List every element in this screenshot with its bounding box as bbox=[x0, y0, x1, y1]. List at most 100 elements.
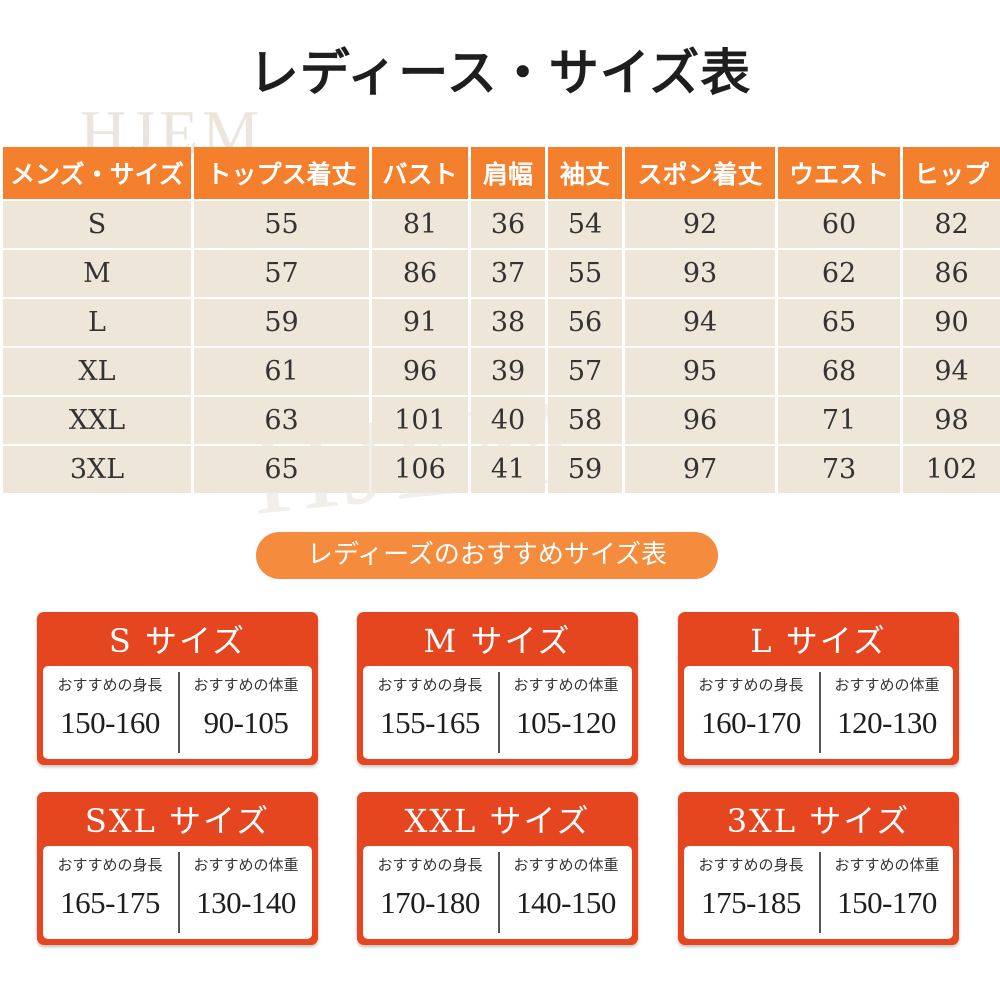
table-cell: 86 bbox=[372, 250, 468, 297]
height-label: おすすめの身長 bbox=[377, 676, 483, 694]
table-cell: 65 bbox=[778, 299, 900, 346]
table-cell: 63 bbox=[194, 397, 369, 444]
height-label: おすすめの身長 bbox=[57, 676, 163, 694]
table-cell: 38 bbox=[471, 299, 545, 346]
table-cell: XXL bbox=[3, 397, 191, 444]
card-height-column: おすすめの身長 175-185 bbox=[684, 846, 818, 921]
card-weight-column: おすすめの体重 90-105 bbox=[179, 666, 313, 741]
card-title: M サイズ bbox=[423, 622, 572, 660]
height-value: 170-180 bbox=[380, 885, 480, 920]
card-height-column: おすすめの身長 160-170 bbox=[684, 666, 818, 741]
weight-label: おすすめの体重 bbox=[193, 856, 299, 874]
height-value: 160-170 bbox=[701, 705, 801, 740]
table-cell: 60 bbox=[778, 201, 900, 248]
table-cell: 57 bbox=[548, 348, 622, 395]
card-weight-column: おすすめの体重 140-150 bbox=[499, 846, 633, 921]
table-cell: 92 bbox=[625, 201, 775, 248]
table-cell: 59 bbox=[548, 446, 622, 493]
page-title: レディース・サイズ表 bbox=[248, 44, 752, 102]
table-cell: 71 bbox=[778, 397, 900, 444]
card-title: L サイズ bbox=[750, 622, 887, 660]
table-cell: 98 bbox=[903, 397, 1000, 444]
table-cell: 36 bbox=[471, 201, 545, 248]
size-card-sxl: SXL サイズ おすすめの身長 165-175 おすすめの体重 130-140 bbox=[37, 792, 318, 945]
table-cell: 97 bbox=[625, 446, 775, 493]
table-cell: 96 bbox=[625, 397, 775, 444]
height-label: おすすめの身長 bbox=[698, 676, 804, 694]
card-divider bbox=[819, 852, 821, 933]
table-cell: 58 bbox=[548, 397, 622, 444]
card-title: 3XL サイズ bbox=[726, 802, 911, 840]
weight-value: 90-105 bbox=[203, 705, 289, 740]
table-header-row: メンズ・サイズ トップス着丈 バスト 肩幅 袖丈 スポン着丈 ウエスト ヒップ bbox=[3, 147, 1000, 199]
header-shoulder: 肩幅 bbox=[471, 147, 545, 199]
card-weight-column: おすすめの体重 120-130 bbox=[820, 666, 954, 741]
table-cell: 96 bbox=[372, 348, 468, 395]
table-cell: 55 bbox=[548, 250, 622, 297]
card-height-column: おすすめの身長 155-165 bbox=[363, 666, 497, 741]
table-cell: 106 bbox=[372, 446, 468, 493]
size-card-m: M サイズ おすすめの身長 155-165 おすすめの体重 105-120 bbox=[357, 612, 638, 765]
size-table: メンズ・サイズ トップス着丈 バスト 肩幅 袖丈 スポン着丈 ウエスト ヒップ … bbox=[0, 145, 1000, 495]
table-cell: L bbox=[3, 299, 191, 346]
card-height-column: おすすめの身長 150-160 bbox=[43, 666, 177, 741]
table-cell: 82 bbox=[903, 201, 1000, 248]
table-cell: 3XL bbox=[3, 446, 191, 493]
weight-value: 150-170 bbox=[837, 885, 937, 920]
height-label: おすすめの身長 bbox=[57, 856, 163, 874]
table-cell: 86 bbox=[903, 250, 1000, 297]
table-cell: 39 bbox=[471, 348, 545, 395]
card-body: おすすめの身長 175-185 おすすめの体重 150-170 bbox=[684, 846, 953, 939]
header-sleeve: 袖丈 bbox=[548, 147, 622, 199]
height-value: 155-165 bbox=[380, 705, 480, 740]
table-cell: 61 bbox=[194, 348, 369, 395]
card-divider bbox=[178, 852, 180, 933]
weight-label: おすすめの体重 bbox=[193, 676, 299, 694]
table-cell: 65 bbox=[194, 446, 369, 493]
header-bust: バスト bbox=[372, 147, 468, 199]
card-body: おすすめの身長 155-165 おすすめの体重 105-120 bbox=[363, 666, 632, 759]
table-cell: 41 bbox=[471, 446, 545, 493]
table-cell: XL bbox=[3, 348, 191, 395]
table-cell: 54 bbox=[548, 201, 622, 248]
table-cell: 102 bbox=[903, 446, 1000, 493]
table-cell: 62 bbox=[778, 250, 900, 297]
card-height-column: おすすめの身長 170-180 bbox=[363, 846, 497, 921]
table-cell: 81 bbox=[372, 201, 468, 248]
table-row: XXL 63 101 40 58 96 71 98 bbox=[3, 397, 1000, 444]
table-row: 3XL 65 106 41 59 97 73 102 bbox=[3, 446, 1000, 493]
height-label: おすすめの身長 bbox=[698, 856, 804, 874]
table-row: S 55 81 36 54 92 60 82 bbox=[3, 201, 1000, 248]
card-divider bbox=[819, 672, 821, 753]
size-card-3xl: 3XL サイズ おすすめの身長 175-185 おすすめの体重 150-170 bbox=[678, 792, 959, 945]
card-body: おすすめの身長 170-180 おすすめの体重 140-150 bbox=[363, 846, 632, 939]
table-cell: 94 bbox=[903, 348, 1000, 395]
table-cell: 57 bbox=[194, 250, 369, 297]
weight-label: おすすめの体重 bbox=[834, 856, 940, 874]
card-weight-column: おすすめの体重 130-140 bbox=[179, 846, 313, 921]
card-body: おすすめの身長 165-175 おすすめの体重 130-140 bbox=[43, 846, 312, 939]
card-height-column: おすすめの身長 165-175 bbox=[43, 846, 177, 921]
card-title: SXL サイズ bbox=[84, 802, 271, 840]
table-cell: 37 bbox=[471, 250, 545, 297]
table-cell: 90 bbox=[903, 299, 1000, 346]
height-value: 150-160 bbox=[60, 705, 160, 740]
table-cell: S bbox=[3, 201, 191, 248]
card-body: おすすめの身長 150-160 おすすめの体重 90-105 bbox=[43, 666, 312, 759]
weight-label: おすすめの体重 bbox=[513, 856, 619, 874]
card-weight-column: おすすめの体重 105-120 bbox=[499, 666, 633, 741]
header-pants-length: スポン着丈 bbox=[625, 147, 775, 199]
size-card-l: L サイズ おすすめの身長 160-170 おすすめの体重 120-130 bbox=[678, 612, 959, 765]
recommend-section-title: レディーズのおすすめサイズ表 bbox=[256, 532, 718, 579]
table-cell: M bbox=[3, 250, 191, 297]
card-title: S サイズ bbox=[108, 622, 247, 660]
header-waist: ウエスト bbox=[778, 147, 900, 199]
card-title: XXL サイズ bbox=[404, 802, 591, 840]
weight-value: 140-150 bbox=[516, 885, 616, 920]
weight-value: 120-130 bbox=[837, 705, 937, 740]
table-cell: 95 bbox=[625, 348, 775, 395]
table-cell: 68 bbox=[778, 348, 900, 395]
card-weight-column: おすすめの体重 150-170 bbox=[820, 846, 954, 921]
card-body: おすすめの身長 160-170 おすすめの体重 120-130 bbox=[684, 666, 953, 759]
header-hip: ヒップ bbox=[903, 147, 1000, 199]
